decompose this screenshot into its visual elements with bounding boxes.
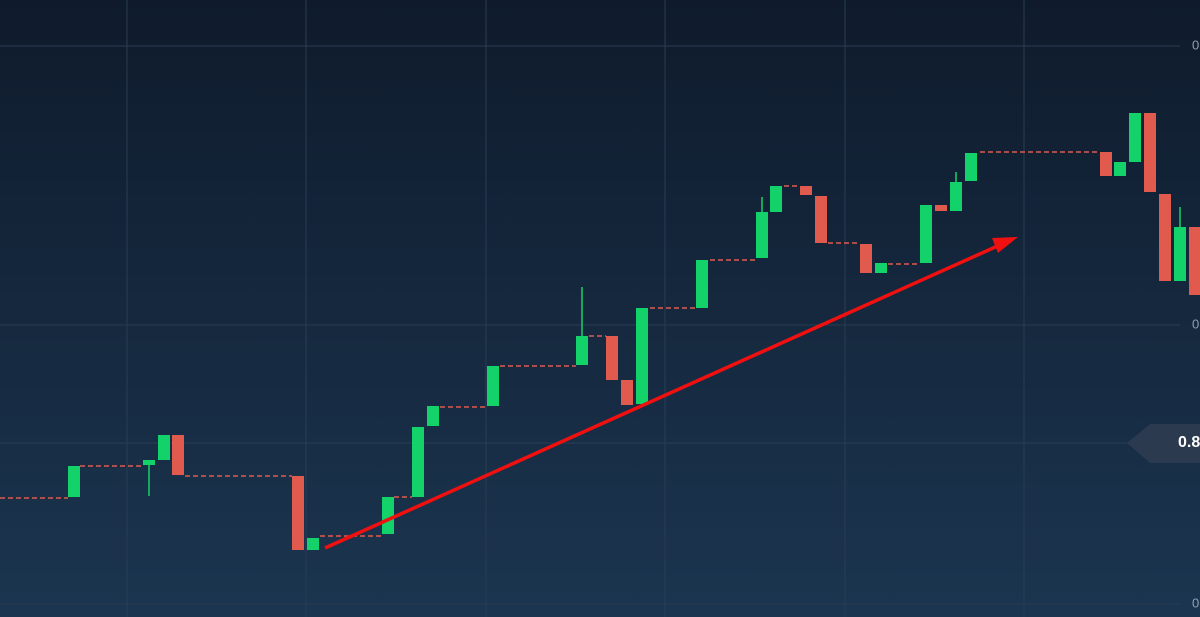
y-axis-label: 0 — [1192, 595, 1199, 610]
y-axis-label: 0 — [1192, 316, 1199, 331]
y-axis-label: 0 — [1192, 37, 1199, 52]
price-tag-label: 0.8 — [1178, 434, 1200, 451]
trend-arrow — [324, 237, 1018, 550]
price-tag — [1127, 424, 1200, 463]
candles — [0, 113, 1200, 550]
